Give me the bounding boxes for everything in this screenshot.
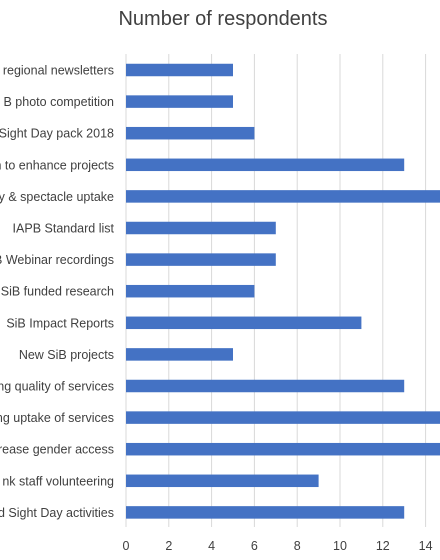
x-tick-label: 0: [123, 539, 130, 553]
bar: [126, 316, 362, 330]
x-tick-label: 2: [165, 539, 172, 553]
bar: [126, 253, 276, 266]
bar: [126, 411, 440, 424]
category-label: New SiB projects: [19, 348, 114, 362]
x-tick-label: 14: [419, 539, 433, 553]
x-tick-label: 10: [333, 539, 347, 553]
bar: [126, 284, 255, 298]
category-label: nk staff volunteering: [2, 474, 114, 488]
category-label: ing uptake of services: [0, 411, 114, 425]
category-label: l Sight Day pack 2018: [0, 127, 114, 141]
chart-title: Number of respondents: [118, 8, 328, 30]
bar: [126, 348, 233, 361]
bar: [126, 442, 440, 456]
x-tick-label: 4: [208, 539, 215, 553]
bar: [126, 158, 405, 172]
category-label: n to enhance projects: [0, 158, 114, 172]
bar: [126, 190, 440, 203]
bar: [126, 221, 276, 235]
category-label: ing quality of services: [0, 380, 114, 394]
x-tick-label: 6: [251, 539, 258, 553]
x-tick-label: 8: [294, 539, 301, 553]
bar: [126, 63, 233, 77]
x-tick-label: 12: [376, 539, 390, 553]
category-label: SiB Impact Reports: [6, 316, 114, 330]
bar: [126, 126, 255, 140]
category-label: y & spectacle uptake: [0, 190, 114, 204]
bar: [126, 95, 233, 108]
category-label: regional newsletters: [3, 64, 114, 78]
category-label: IAPB Standard list: [13, 222, 115, 236]
category-label: B photo competition: [4, 95, 115, 109]
category-label: d Sight Day activities: [0, 506, 114, 520]
category-label: SiB funded research: [1, 285, 114, 299]
bar: [126, 474, 319, 488]
category-label: crease gender access: [0, 443, 114, 457]
category-label: B Webinar recordings: [0, 253, 114, 267]
bar: [126, 379, 405, 393]
bar: [126, 506, 405, 519]
